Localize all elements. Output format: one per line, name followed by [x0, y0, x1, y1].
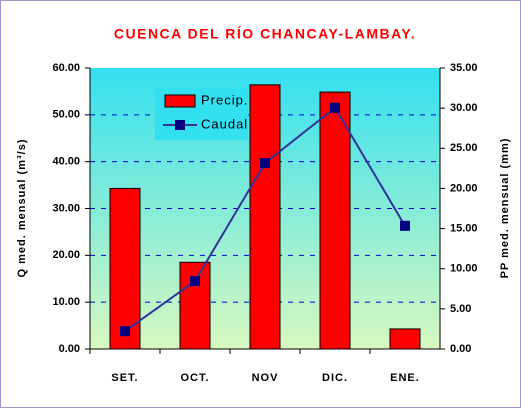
- y-tick-label: 20.00: [52, 249, 80, 261]
- y2-tick-label: 10.00: [450, 263, 478, 275]
- legend-label: Caudal: [201, 116, 248, 131]
- y-tick-label: 10.00: [52, 296, 80, 308]
- y2-tick-label: 20.00: [450, 182, 478, 194]
- x-tick-label: NOV: [252, 372, 279, 384]
- bar: [109, 187, 141, 350]
- x-tick-label: OCT.: [180, 372, 209, 384]
- y2-axis-label: PP med. mensual (mm): [499, 138, 511, 279]
- x-tick-label: SET.: [111, 372, 138, 384]
- x-tick-label: ENE.: [390, 372, 420, 384]
- y2-tick-label: 25.00: [450, 142, 478, 154]
- y-axis-label: Q med. mensual (m³/s): [16, 139, 28, 278]
- bar: [319, 91, 351, 350]
- x-tick-label: DIC.: [322, 372, 348, 384]
- bar: [249, 84, 281, 350]
- y2-tick-label: 0.00: [450, 343, 471, 355]
- y2-tick-label: 35.00: [450, 62, 478, 74]
- bar: [179, 261, 211, 350]
- y-tick-label: 30.00: [52, 202, 80, 214]
- legend-label: Precip.: [201, 92, 248, 107]
- marker: [260, 158, 270, 169]
- bar: [389, 328, 421, 350]
- legend-swatch: [164, 94, 196, 108]
- chart-title: CUENCA DEL RÍO CHANCAY-LAMBAY.: [114, 26, 416, 42]
- legend-swatch: [175, 120, 185, 130]
- y-tick-label: 0.00: [59, 343, 80, 355]
- y2-tick-label: 5.00: [450, 303, 471, 315]
- y-tick-label: 40.00: [52, 156, 80, 168]
- marker: [400, 220, 410, 231]
- marker: [120, 326, 130, 337]
- y2-tick-label: 15.00: [450, 222, 478, 234]
- y-tick-label: 50.00: [52, 109, 80, 121]
- y2-tick-label: 30.00: [450, 102, 478, 114]
- marker: [330, 102, 340, 113]
- marker: [190, 276, 200, 287]
- y-tick-label: 60.00: [52, 62, 80, 74]
